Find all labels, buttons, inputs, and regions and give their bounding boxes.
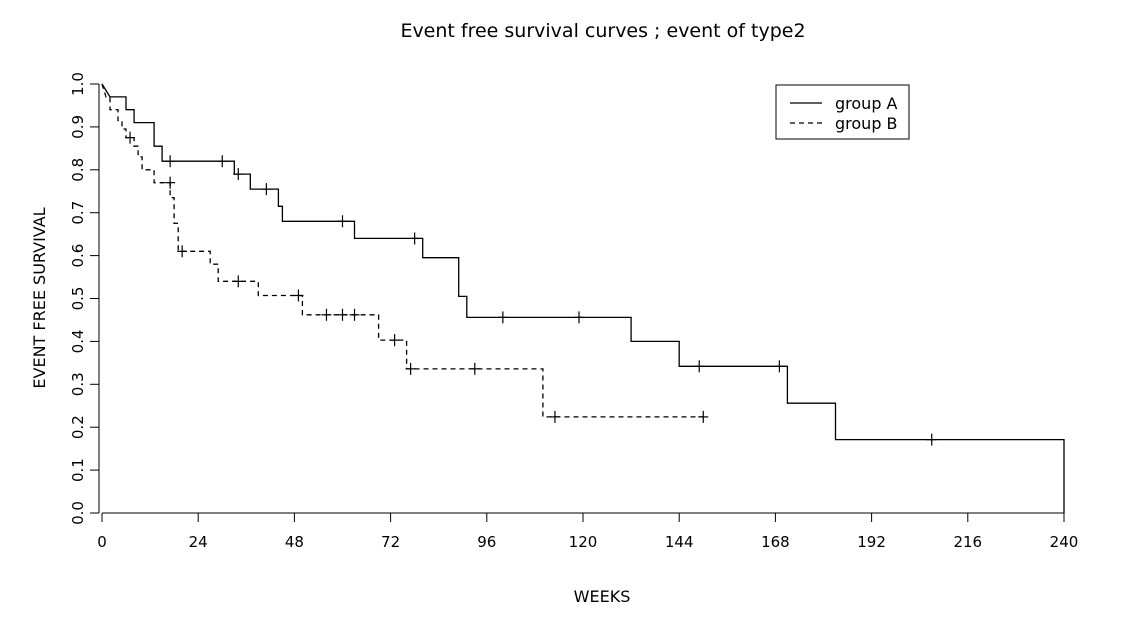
chart-title: Event free survival curves ; event of ty… — [400, 20, 805, 42]
plot-area — [101, 83, 1065, 513]
x-tick-label: 120 — [569, 533, 598, 551]
series-line-group-b — [101, 83, 704, 418]
y-tick-label: 0.7 — [69, 201, 87, 225]
series-line-group-a — [101, 83, 1065, 513]
x-tick-label: 96 — [477, 533, 496, 551]
y-tick-label: 0.0 — [69, 501, 87, 525]
y-tick-label: 1.0 — [69, 72, 87, 96]
y-tick-label: 0.4 — [69, 329, 87, 353]
x-tick-label: 24 — [189, 533, 208, 551]
y-tick-label: 0.3 — [69, 372, 87, 396]
x-tick-label: 144 — [665, 533, 694, 551]
legend-label-group-a: group A — [835, 94, 898, 113]
x-tick-label: 168 — [761, 533, 790, 551]
y-tick-label: 0.1 — [69, 458, 87, 482]
x-tick-label: 48 — [285, 533, 304, 551]
x-tick-label: 216 — [953, 533, 982, 551]
y-tick-label: 0.2 — [69, 415, 87, 439]
y-tick-label: 0.6 — [69, 244, 87, 268]
legend-label-group-b: group B — [835, 114, 898, 133]
axes: 0 24 48 72 96 120 144 168 192 216 240 0.0 0.1 0.2 0.3 0… — [69, 72, 1078, 551]
legend-box — [775, 84, 910, 140]
y-axis-label: EVENT FREE SURVIVAL — [30, 207, 49, 388]
x-tick-label: 240 — [1050, 533, 1079, 551]
y-tick-label: 0.8 — [69, 158, 87, 182]
x-axis-label: WEEKS — [574, 587, 631, 606]
y-tick-label: 0.5 — [69, 287, 87, 311]
x-tick-label: 0 — [97, 533, 107, 551]
x-tick-label: 72 — [381, 533, 400, 551]
x-tick-label: 192 — [857, 533, 886, 551]
legend: group A group B — [775, 84, 910, 140]
y-tick-label: 0.9 — [69, 115, 87, 139]
